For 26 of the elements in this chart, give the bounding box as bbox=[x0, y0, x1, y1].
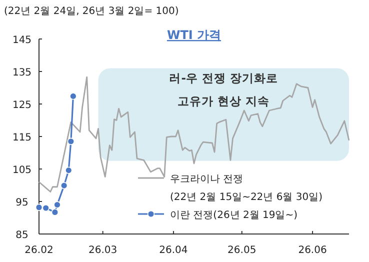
x-tick-label: 26.04 bbox=[159, 245, 188, 256]
y-tick-label: 125 bbox=[12, 100, 32, 111]
x-tick-label: 26.03 bbox=[88, 245, 118, 256]
point bbox=[67, 138, 75, 145]
annotation: 러-우 전쟁 장기화로 bbox=[169, 71, 278, 85]
text: (22년 2월 24일, 26년 3월 2일= 100) bbox=[4, 6, 179, 17]
point bbox=[35, 204, 43, 211]
x-tick-label: 26.02 bbox=[24, 245, 54, 256]
point bbox=[65, 166, 72, 174]
point bbox=[70, 92, 77, 100]
x-tick-label: 26.05 bbox=[228, 245, 256, 256]
y-tick-label: 105 bbox=[12, 165, 32, 176]
x-tick-label: 26.06 bbox=[298, 245, 327, 256]
point bbox=[60, 182, 68, 190]
y-tick-label: 85 bbox=[16, 230, 28, 241]
chart-title: WTI 가격 bbox=[166, 28, 222, 42]
point bbox=[51, 208, 59, 216]
y-tick-label: 115 bbox=[12, 132, 32, 144]
legend-label: 이란 전쟁(26년 2월 19일~) bbox=[170, 210, 298, 221]
y-tick-label: 135 bbox=[12, 68, 32, 78]
y-tick-label: 95 bbox=[16, 198, 28, 208]
annotation: 고유가 현상 지속 bbox=[178, 94, 270, 108]
legend-label: 우크라이나 전쟁 (22년 2월 15일~22년 6월 30일) bbox=[170, 174, 323, 203]
point bbox=[54, 201, 61, 208]
y-tick-label: 145 bbox=[12, 35, 32, 46]
point bbox=[42, 204, 50, 212]
